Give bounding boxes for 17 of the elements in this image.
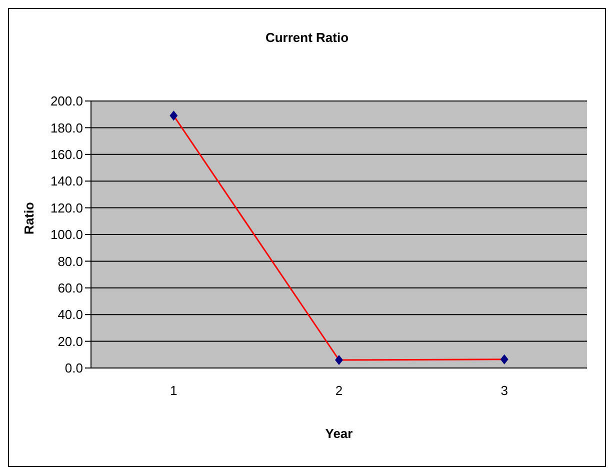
y-tick-label: 140.0 bbox=[50, 174, 83, 189]
y-tick-label: 120.0 bbox=[50, 200, 83, 216]
y-tick-label: 160.0 bbox=[50, 147, 83, 162]
x-tick-label: 2 bbox=[335, 383, 343, 398]
y-tick-label: 100.0 bbox=[50, 227, 83, 242]
y-tick-label: 40.0 bbox=[58, 307, 83, 322]
y-tick-label: 180.0 bbox=[50, 120, 83, 136]
y-tick-label: 60.0 bbox=[58, 280, 83, 296]
y-tick-label: 80.0 bbox=[58, 254, 83, 269]
x-axis-title: Year bbox=[325, 426, 353, 441]
y-tick-label: 20.0 bbox=[58, 334, 83, 349]
y-tick-label: 200.0 bbox=[50, 94, 83, 109]
x-tick-label: 3 bbox=[500, 383, 508, 398]
y-axis-title: Ratio bbox=[22, 202, 37, 234]
x-tick-label: 1 bbox=[170, 383, 178, 398]
chart-title: Current Ratio bbox=[264, 30, 350, 45]
y-tick-label: 0.0 bbox=[64, 360, 83, 376]
